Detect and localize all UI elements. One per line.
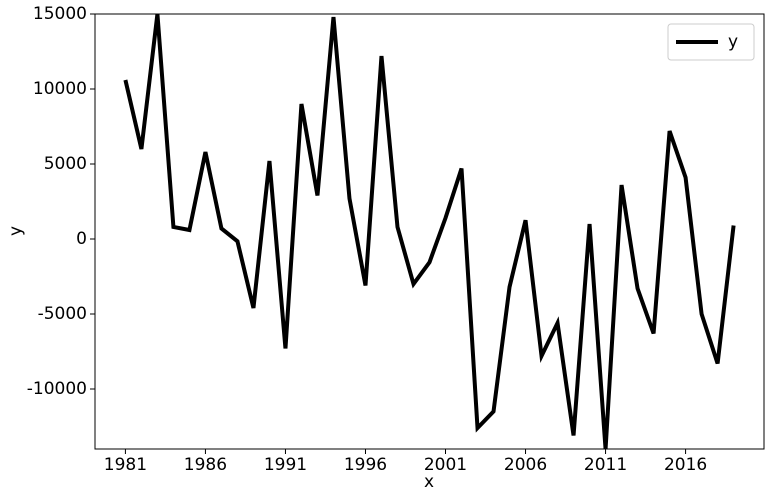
x-tick-label: 1991	[264, 455, 307, 475]
line	[123, 14, 736, 449]
y-tick-label: -5000	[38, 304, 87, 324]
x-tick-label: 1981	[104, 455, 147, 475]
y-tick-label: 10000	[33, 79, 87, 99]
y-tick-label: 0	[76, 229, 87, 249]
x-tick-label: 2006	[504, 455, 547, 475]
x-tick-label: 2011	[584, 455, 627, 475]
y-tick-label: 5000	[44, 154, 87, 174]
x-tick-label: 2016	[664, 455, 707, 475]
y-tick-label: 15000	[33, 4, 87, 24]
y-tick-label: -10000	[27, 379, 87, 399]
y-axis-label: y	[6, 226, 26, 236]
x-tick-label: 1996	[344, 455, 387, 475]
x-axis-label: x	[424, 472, 434, 492]
legend-label: y	[728, 32, 738, 52]
x-tick-label: 1986	[184, 455, 227, 475]
x-tick-label: 2001	[424, 455, 467, 475]
plot-frame	[94, 13, 765, 450]
